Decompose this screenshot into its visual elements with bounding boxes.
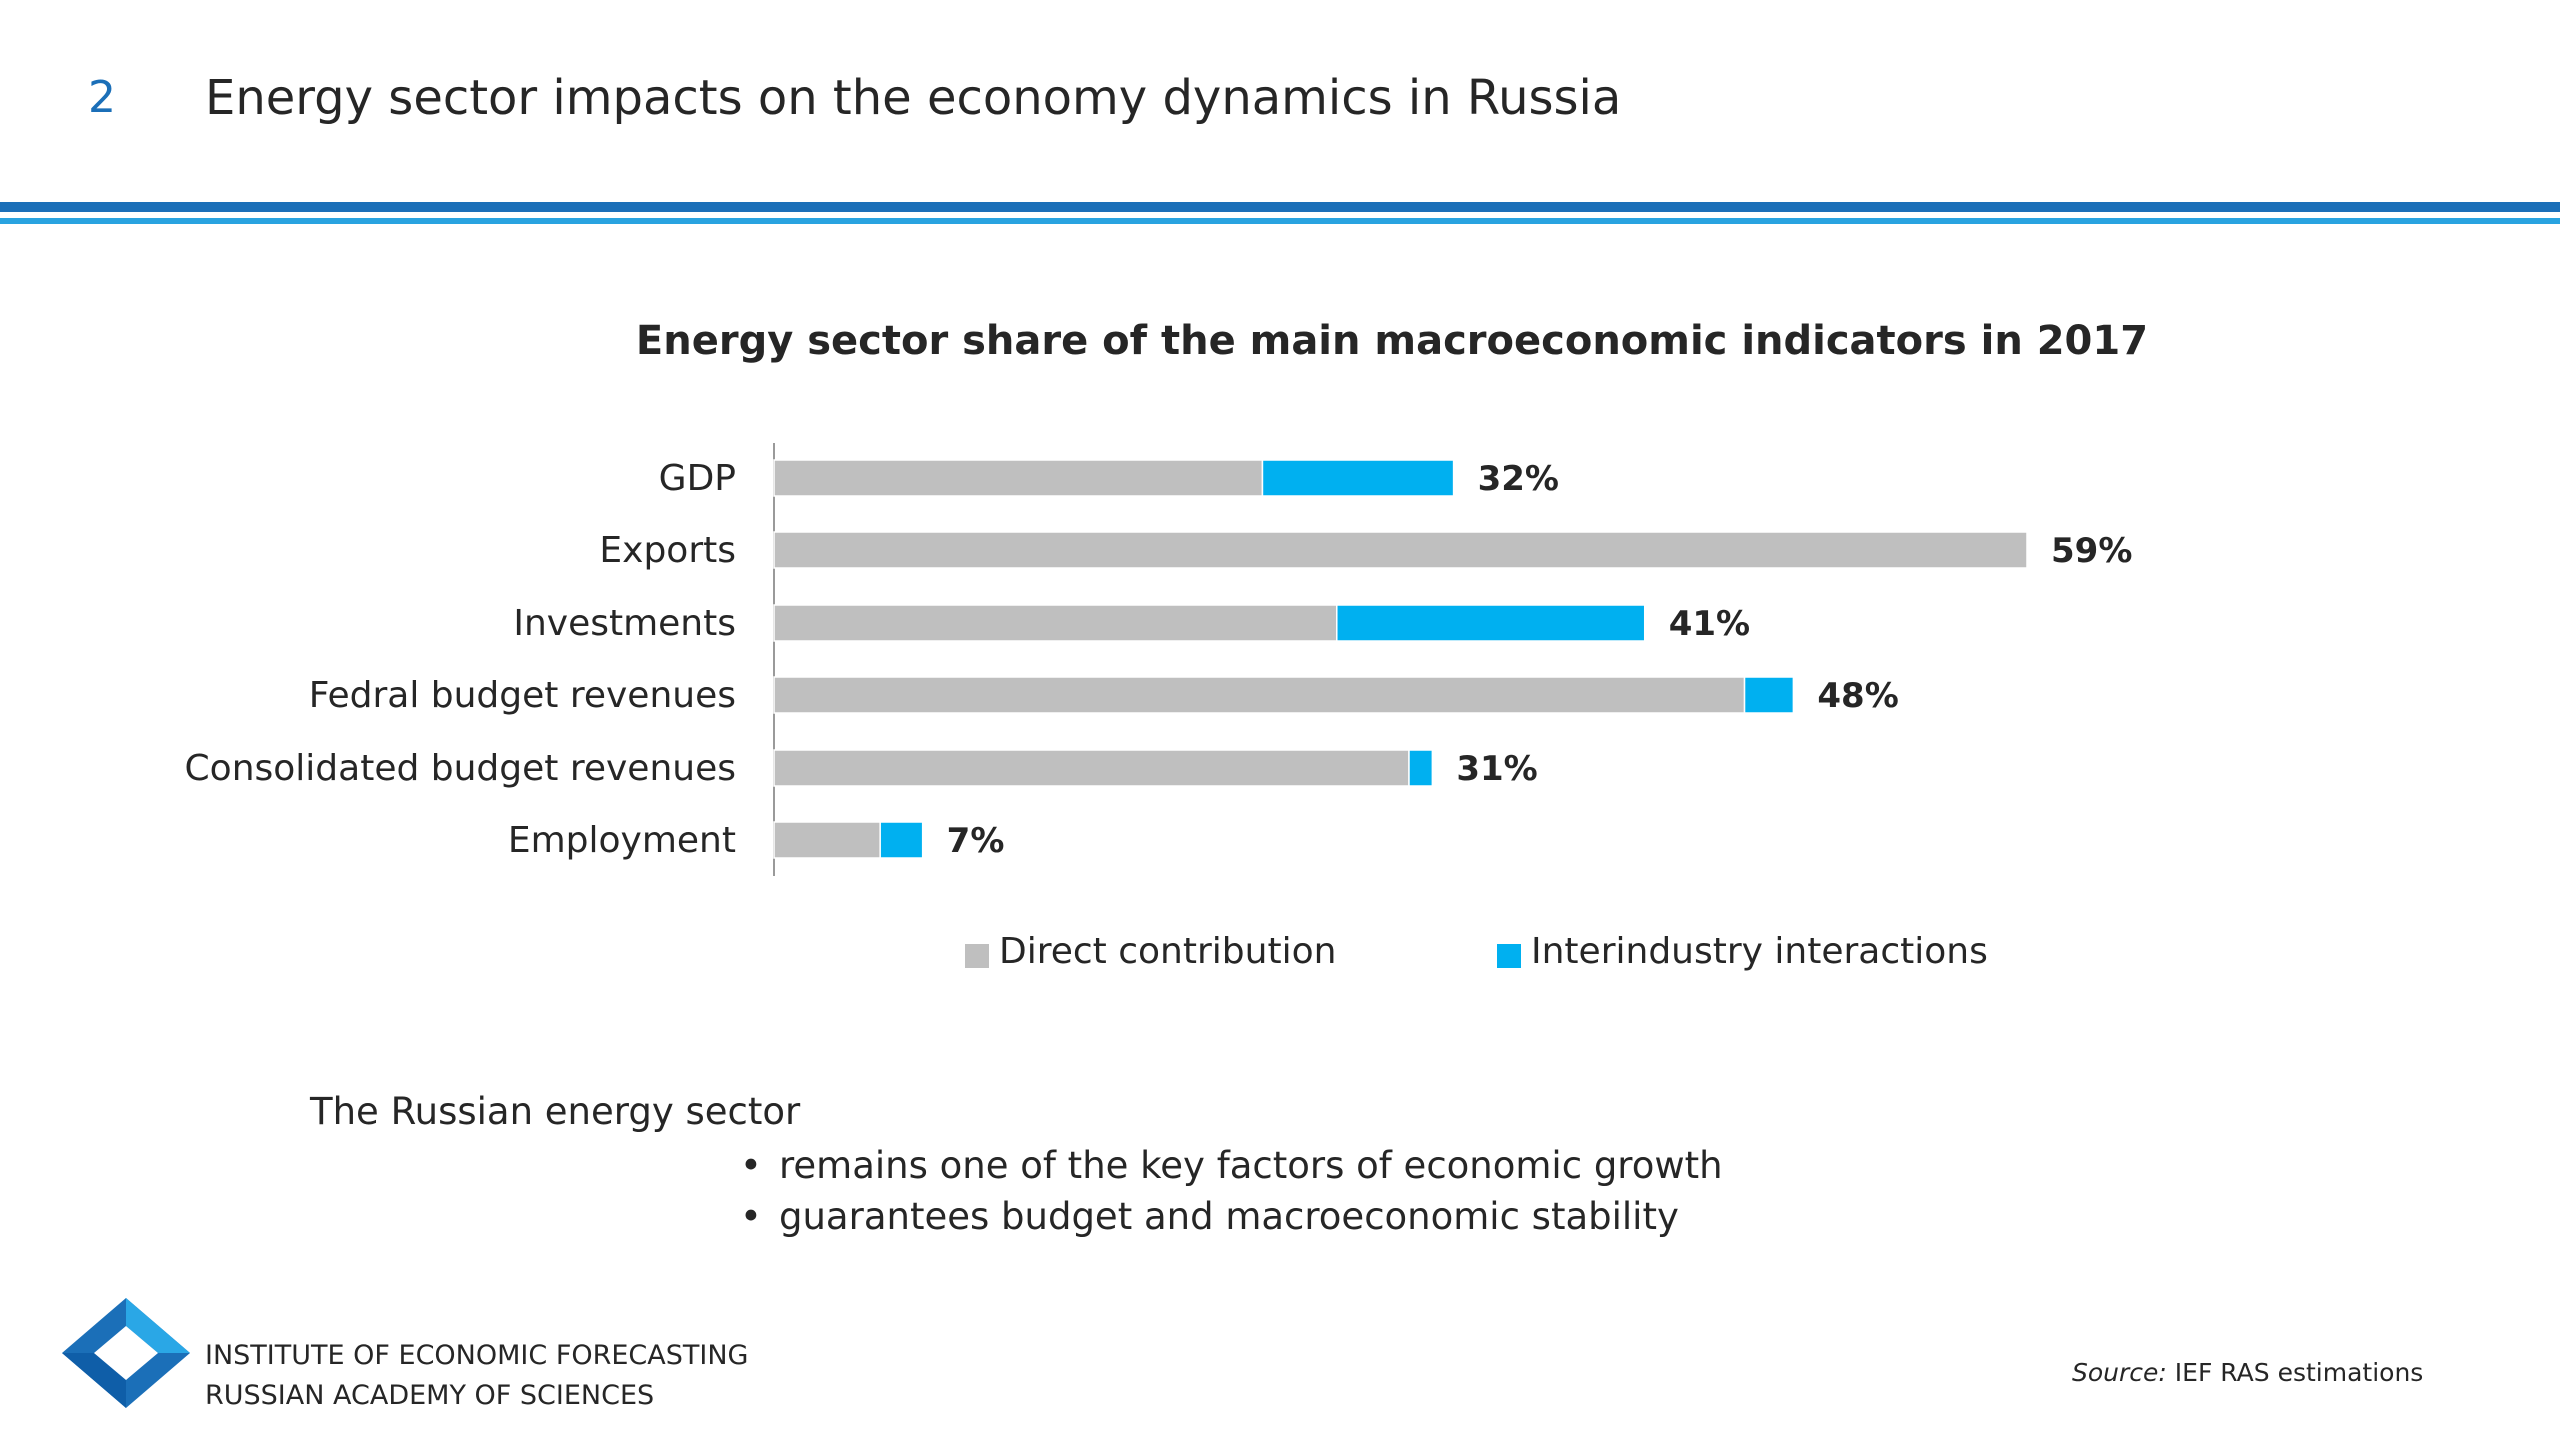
bar-direct-contribution — [773, 821, 881, 859]
institute-logo-icon — [62, 1298, 190, 1408]
bar-direct-contribution — [773, 676, 1746, 714]
bar-interindustry-interactions — [879, 821, 924, 859]
bar-interindustry-interactions — [1261, 459, 1455, 497]
category-label: Consolidated budget revenues — [185, 748, 736, 789]
org-name-line2: RUSSIAN ACADEMY OF SCIENCES — [205, 1380, 655, 1411]
bar-value-label: 31% — [1456, 749, 1537, 789]
bar-value-label: 7% — [947, 821, 1005, 861]
legend-label: Interindustry interactions — [1531, 931, 1988, 972]
legend-swatch — [965, 944, 989, 968]
slide-title: Energy sector impacts on the economy dyn… — [205, 70, 1622, 126]
source-text: IEF RAS estimations — [2174, 1358, 2424, 1387]
source-note: Source: IEF RAS estimations — [2072, 1358, 2423, 1387]
summary-bullet: guarantees budget and macroeconomic stab… — [740, 1191, 1723, 1242]
bar-value-label: 48% — [1817, 676, 1898, 716]
category-label: Investments — [513, 603, 736, 644]
header-rule-dark — [0, 202, 2560, 212]
source-label: Source: — [2072, 1358, 2167, 1387]
bar-interindustry-interactions — [1336, 604, 1646, 642]
header-rule-light — [0, 218, 2560, 224]
summary-bullets: remains one of the key factors of econom… — [740, 1140, 1723, 1242]
bar-interindustry-interactions — [1408, 749, 1434, 787]
slide-number: 2 — [88, 72, 116, 123]
legend-label: Direct contribution — [999, 931, 1336, 972]
category-label: Employment — [508, 820, 736, 861]
org-name-line1: INSTITUTE OF ECONOMIC FORECASTING — [205, 1340, 749, 1371]
bar-direct-contribution — [773, 749, 1410, 787]
bar-value-label: 32% — [1478, 459, 1559, 499]
chart-title: Energy sector share of the main macroeco… — [635, 318, 2149, 364]
legend-swatch — [1497, 944, 1521, 968]
bar-direct-contribution — [773, 459, 1264, 497]
category-label: Exports — [599, 530, 736, 571]
summary-bullet: remains one of the key factors of econom… — [740, 1140, 1723, 1191]
bar-value-label: 41% — [1669, 604, 1750, 644]
bar-direct-contribution — [773, 604, 1338, 642]
summary-intro: The Russian energy sector — [310, 1090, 801, 1133]
category-label: Fedral budget revenues — [309, 675, 736, 716]
category-label: GDP — [659, 458, 736, 499]
bar-interindustry-interactions — [1743, 676, 1795, 714]
bar-value-label: 59% — [2051, 531, 2132, 571]
bar-direct-contribution — [773, 531, 2028, 569]
